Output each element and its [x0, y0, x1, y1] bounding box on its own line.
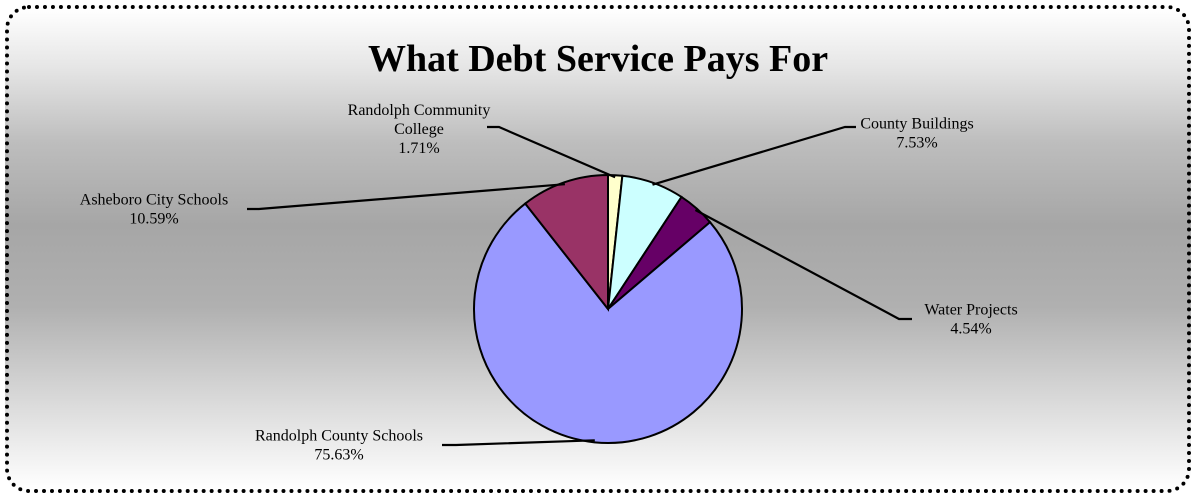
slice-value-2: 4.54% [950, 321, 991, 338]
pie-slice-3 [473, 202, 743, 444]
pie-slices [473, 173, 743, 444]
slice-label-2-line-0: Water Projects [924, 302, 1017, 319]
leader-lines [247, 125, 912, 447]
pie-slice-4 [523, 173, 609, 312]
slice-label-0-line-1: College [394, 121, 444, 138]
leader-line-0 [487, 125, 616, 179]
chart-frame: What Debt Service Pays For Randolph Comm… [5, 5, 1191, 493]
leader-line-2 [694, 209, 912, 321]
slice-value-4: 10.59% [129, 211, 178, 228]
leader-line-4 [247, 183, 565, 211]
pie-chart: What Debt Service Pays For Randolph Comm… [80, 38, 1018, 464]
slice-label-3-line-0: Randolph County Schools [255, 428, 423, 445]
slice-label-1-line-0: County Buildings [860, 116, 973, 133]
slice-value-0: 1.71% [398, 140, 439, 157]
leader-line-1 [652, 125, 856, 186]
slice-label-4-line-0: Asheboro City Schools [80, 192, 228, 209]
slice-value-3: 75.63% [314, 447, 363, 464]
chart-title: What Debt Service Pays For [368, 38, 828, 80]
leader-line-3 [442, 439, 595, 447]
slice-labels: Randolph Community College 1.71% County Bui… [80, 102, 1018, 464]
slice-value-1: 7.53% [896, 135, 937, 152]
slice-label-0-line-0: Randolph Community [348, 102, 491, 119]
